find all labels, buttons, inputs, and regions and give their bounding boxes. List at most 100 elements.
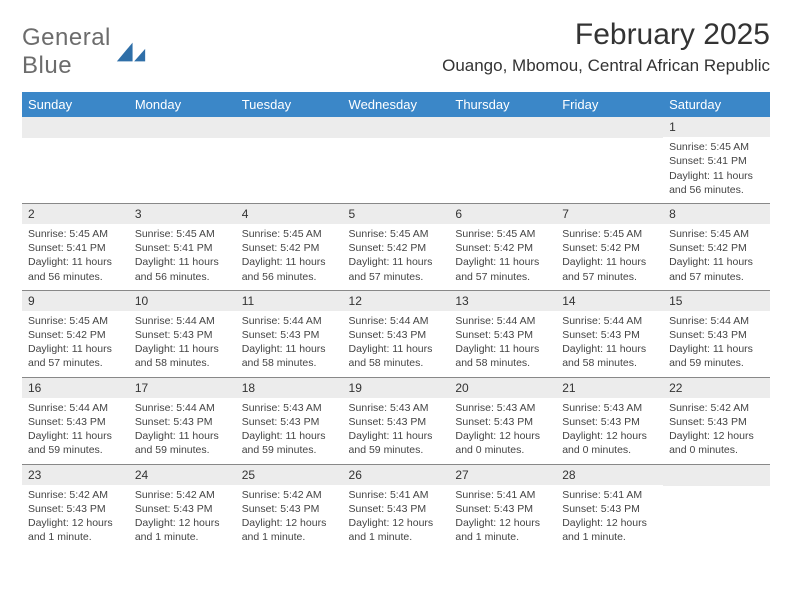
sunrise-line: Sunrise: 5:45 AM — [669, 227, 764, 241]
daylight-line: Daylight: 12 hours and 0 minutes. — [669, 429, 764, 457]
day-number: 17 — [129, 378, 236, 398]
calendar-day: 12Sunrise: 5:44 AMSunset: 5:43 PMDayligh… — [343, 290, 450, 377]
daylight-line: Daylight: 12 hours and 1 minute. — [455, 516, 550, 544]
day-header-row: SundayMondayTuesdayWednesdayThursdayFrid… — [22, 92, 770, 117]
day-header: Tuesday — [236, 92, 343, 117]
daylight-line: Daylight: 11 hours and 59 minutes. — [242, 429, 337, 457]
sunrise-line: Sunrise: 5:44 AM — [135, 401, 230, 415]
sunset-line: Sunset: 5:42 PM — [28, 328, 123, 342]
logo: General Blue — [22, 18, 147, 80]
sunrise-line: Sunrise: 5:44 AM — [28, 401, 123, 415]
title-block: February 2025 Ouango, Mbomou, Central Af… — [442, 18, 770, 76]
calendar-day: 15Sunrise: 5:44 AMSunset: 5:43 PMDayligh… — [663, 290, 770, 377]
daylight-line: Daylight: 11 hours and 59 minutes. — [135, 429, 230, 457]
sunrise-line: Sunrise: 5:44 AM — [562, 314, 657, 328]
daylight-line: Daylight: 12 hours and 1 minute. — [135, 516, 230, 544]
sunset-line: Sunset: 5:42 PM — [562, 241, 657, 255]
calendar-day: 22Sunrise: 5:42 AMSunset: 5:43 PMDayligh… — [663, 377, 770, 464]
calendar-day — [449, 117, 556, 203]
daylight-line: Daylight: 11 hours and 56 minutes. — [28, 255, 123, 283]
calendar-day: 19Sunrise: 5:43 AMSunset: 5:43 PMDayligh… — [343, 377, 450, 464]
calendar-day: 8Sunrise: 5:45 AMSunset: 5:42 PMDaylight… — [663, 203, 770, 290]
sunrise-line: Sunrise: 5:42 AM — [135, 488, 230, 502]
sunrise-line: Sunrise: 5:44 AM — [669, 314, 764, 328]
daylight-line: Daylight: 11 hours and 57 minutes. — [455, 255, 550, 283]
day-number: 1 — [663, 117, 770, 137]
sunrise-line: Sunrise: 5:41 AM — [349, 488, 444, 502]
calendar-day: 1 Sunrise: 5:45 AMSunset: 5:41 PMDaylight… — [663, 117, 770, 203]
calendar-day: 5Sunrise: 5:45 AMSunset: 5:42 PMDaylight… — [343, 203, 450, 290]
day-number: 13 — [449, 291, 556, 311]
sunset-line: Sunset: 5:43 PM — [669, 328, 764, 342]
sunrise-line: Sunrise: 5:45 AM — [242, 227, 337, 241]
daylight-line: Daylight: 11 hours and 58 minutes. — [242, 342, 337, 370]
day-number: 21 — [556, 378, 663, 398]
calendar-day — [129, 117, 236, 203]
calendar-day: 18Sunrise: 5:43 AMSunset: 5:43 PMDayligh… — [236, 377, 343, 464]
calendar-day: 23Sunrise: 5:42 AMSunset: 5:43 PMDayligh… — [22, 464, 129, 550]
calendar-week: 16Sunrise: 5:44 AMSunset: 5:43 PMDayligh… — [22, 377, 770, 464]
daylight-line: Daylight: 12 hours and 0 minutes. — [455, 429, 550, 457]
day-number — [343, 117, 450, 138]
sunset-line: Sunset: 5:43 PM — [135, 328, 230, 342]
sunset-line: Sunset: 5:43 PM — [242, 328, 337, 342]
daylight-line: Daylight: 11 hours and 57 minutes. — [669, 255, 764, 283]
sunset-line: Sunset: 5:41 PM — [28, 241, 123, 255]
calendar-day: 10Sunrise: 5:44 AMSunset: 5:43 PMDayligh… — [129, 290, 236, 377]
sunrise-line: Sunrise: 5:45 AM — [349, 227, 444, 241]
sunset-line: Sunset: 5:43 PM — [28, 415, 123, 429]
day-header: Sunday — [22, 92, 129, 117]
sunset-line: Sunset: 5:43 PM — [349, 502, 444, 516]
sunrise-line: Sunrise: 5:43 AM — [562, 401, 657, 415]
sunrise-line: Sunrise: 5:41 AM — [562, 488, 657, 502]
calendar-day: 14Sunrise: 5:44 AMSunset: 5:43 PMDayligh… — [556, 290, 663, 377]
sunset-line: Sunset: 5:43 PM — [669, 415, 764, 429]
day-number: 19 — [343, 378, 450, 398]
daylight-line: Daylight: 12 hours and 1 minute. — [28, 516, 123, 544]
day-number: 12 — [343, 291, 450, 311]
day-number: 2 — [22, 204, 129, 224]
calendar-week: 1 Sunrise: 5:45 AMSunset: 5:41 PMDaylight… — [22, 117, 770, 203]
sunset-line: Sunset: 5:43 PM — [562, 502, 657, 516]
daylight-line: Daylight: 11 hours and 59 minutes. — [349, 429, 444, 457]
daylight-line: Daylight: 11 hours and 57 minutes. — [28, 342, 123, 370]
day-number — [22, 117, 129, 138]
day-header: Thursday — [449, 92, 556, 117]
sunrise-line: Sunrise: 5:45 AM — [28, 227, 123, 241]
sunrise-line: Sunrise: 5:45 AM — [669, 140, 764, 154]
calendar-day: 26Sunrise: 5:41 AMSunset: 5:43 PMDayligh… — [343, 464, 450, 550]
calendar-day: 16Sunrise: 5:44 AMSunset: 5:43 PMDayligh… — [22, 377, 129, 464]
calendar-day: 2 Sunrise: 5:45 AMSunset: 5:41 PMDaylight… — [22, 203, 129, 290]
calendar-body: 1Sunrise: 5:45 AMSunset: 5:41 PMDaylight… — [22, 117, 770, 550]
day-number: 23 — [22, 465, 129, 485]
calendar-day: 20Sunrise: 5:43 AMSunset: 5:43 PMDayligh… — [449, 377, 556, 464]
sunset-line: Sunset: 5:43 PM — [242, 502, 337, 516]
day-number: 15 — [663, 291, 770, 311]
calendar-day — [556, 117, 663, 203]
daylight-line: Daylight: 12 hours and 0 minutes. — [562, 429, 657, 457]
calendar-week: 23Sunrise: 5:42 AMSunset: 5:43 PMDayligh… — [22, 464, 770, 550]
day-number: 4 — [236, 204, 343, 224]
sunset-line: Sunset: 5:42 PM — [349, 241, 444, 255]
day-number: 25 — [236, 465, 343, 485]
calendar-day: 9Sunrise: 5:45 AMSunset: 5:42 PMDaylight… — [22, 290, 129, 377]
calendar-day: 13Sunrise: 5:44 AMSunset: 5:43 PMDayligh… — [449, 290, 556, 377]
sunset-line: Sunset: 5:41 PM — [135, 241, 230, 255]
sunset-line: Sunset: 5:43 PM — [455, 328, 550, 342]
sunset-line: Sunset: 5:43 PM — [242, 415, 337, 429]
calendar-day: 4Sunrise: 5:45 AMSunset: 5:42 PMDaylight… — [236, 203, 343, 290]
day-number: 18 — [236, 378, 343, 398]
day-header: Monday — [129, 92, 236, 117]
sunset-line: Sunset: 5:41 PM — [669, 154, 764, 168]
day-number — [236, 117, 343, 138]
day-number: 8 — [663, 204, 770, 224]
daylight-line: Daylight: 11 hours and 58 minutes. — [562, 342, 657, 370]
calendar-week: 2Sunrise: 5:45 AMSunset: 5:41 PMDaylight… — [22, 203, 770, 290]
day-number — [556, 117, 663, 138]
daylight-line: Daylight: 11 hours and 56 minutes. — [669, 169, 764, 197]
sunset-line: Sunset: 5:43 PM — [135, 502, 230, 516]
calendar-day: 6Sunrise: 5:45 AMSunset: 5:42 PMDaylight… — [449, 203, 556, 290]
sunrise-line: Sunrise: 5:42 AM — [669, 401, 764, 415]
daylight-line: Daylight: 11 hours and 57 minutes. — [562, 255, 657, 283]
header: General Blue February 2025 Ouango, Mbomo… — [22, 18, 770, 80]
